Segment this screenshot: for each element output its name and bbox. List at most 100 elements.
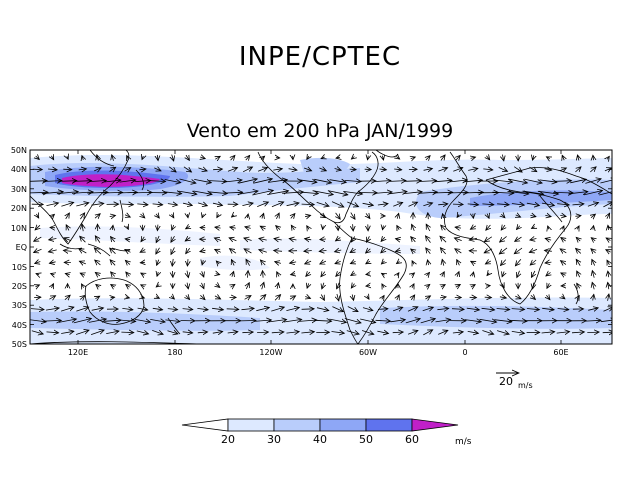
wind-vector: [397, 213, 399, 218]
wind-vector: [56, 192, 78, 194]
wind-vector: [125, 215, 130, 217]
wind-vector: [428, 260, 429, 265]
wind-vector: [404, 181, 422, 182]
wind-vector: [202, 271, 204, 277]
wind-vector: [379, 169, 387, 170]
wind-vector: [434, 180, 452, 182]
lat-label: 20S: [12, 282, 27, 291]
wind-vector: [397, 273, 399, 276]
wind-vector: [533, 155, 534, 160]
wind-vector: [61, 331, 74, 333]
wind-vector: [197, 308, 208, 309]
wind-vector: [600, 179, 612, 184]
wind-vector: [419, 181, 436, 182]
wind-vector: [382, 284, 384, 288]
wind-vector: [187, 214, 188, 218]
longitude-labels: 120E 180 120W 60W 0 60E: [68, 348, 569, 357]
wind-vector: [484, 236, 493, 242]
wind-vector: [438, 204, 448, 205]
wind-vector: [561, 238, 566, 242]
wind-vector: [366, 274, 370, 275]
wind-vector: [121, 332, 133, 333]
wind-vector: [126, 272, 130, 276]
wind-vector: [157, 154, 158, 161]
wind-vector: [200, 157, 205, 159]
wind-vector: [164, 180, 181, 183]
wind-vector: [487, 214, 489, 219]
wind-vector: [244, 249, 252, 253]
wind-vector: [238, 179, 257, 184]
wind-vector: [112, 155, 114, 161]
wind-vector: [591, 249, 596, 253]
wind-vector: [568, 192, 588, 194]
wind-vector: [482, 204, 493, 205]
wind-vector: [593, 226, 594, 230]
wind-vector: [600, 320, 612, 322]
wind-vector: [479, 319, 497, 322]
wind-vector: [593, 294, 594, 301]
wind-vector: [58, 319, 77, 323]
wind-vector: [337, 293, 339, 301]
wind-vector: [257, 202, 268, 207]
wind-vector: [559, 168, 566, 171]
wind-vector: [289, 239, 297, 241]
wind-vector: [156, 235, 159, 243]
wind-vector: [496, 331, 509, 335]
wind-vector: [51, 156, 53, 160]
wind-vector: [433, 192, 452, 193]
wind-vector: [216, 284, 220, 287]
wind-vector: [557, 204, 569, 205]
wind-vector: [291, 225, 294, 230]
wind-vector: [366, 236, 369, 242]
wind-vector: [167, 309, 178, 310]
reference-vector-value: 20: [499, 375, 513, 388]
wind-vector: [320, 261, 327, 264]
wind-vector: [329, 180, 347, 183]
wind-vector: [262, 213, 264, 218]
wind-vector: [303, 168, 312, 171]
wind-vector: [541, 332, 555, 333]
wind-vector: [368, 156, 369, 160]
wind-vector: [202, 214, 203, 218]
wind-vector: [194, 179, 211, 182]
wind-vector: [561, 261, 567, 265]
wind-vector: [110, 260, 115, 266]
wind-vector: [216, 274, 220, 275]
wind-vector: [545, 215, 551, 217]
wind-vector: [257, 168, 267, 172]
wind-vector: [163, 192, 182, 194]
wind-vector: [289, 296, 296, 299]
wind-vector: [139, 169, 146, 170]
wind-vector: [316, 308, 329, 311]
wind-vector: [216, 261, 219, 264]
wind-vector: [286, 203, 299, 206]
wind-vector: [49, 262, 56, 264]
wind-vector: [320, 239, 326, 240]
wind-vector: [428, 213, 429, 220]
wind-vector: [517, 270, 520, 278]
wind-vector: [90, 330, 104, 335]
wind-vector: [80, 213, 84, 220]
wind-vector: [577, 271, 580, 278]
wind-vector: [407, 307, 418, 312]
wind-vector: [500, 236, 507, 242]
wind-vector: [351, 273, 355, 276]
wind-vector: [486, 225, 491, 230]
wind-vector: [511, 309, 525, 310]
wind-vector: [544, 169, 552, 170]
wind-vector: [606, 250, 611, 252]
wind-vector: [223, 180, 243, 182]
colorbar-tick: 40: [313, 433, 327, 446]
wind-vector: [473, 272, 474, 276]
wind-vector: [182, 332, 193, 333]
wind-vector: [572, 204, 584, 205]
wind-vector: [102, 192, 123, 193]
wind-vector: [229, 238, 237, 241]
wind-vector: [111, 272, 115, 277]
wind-vector: [441, 155, 445, 161]
wind-vector: [45, 308, 59, 310]
wind-vector: [375, 320, 391, 321]
wind-vector: [373, 192, 392, 194]
wind-vector: [575, 216, 581, 217]
wind-vector: [448, 180, 468, 182]
